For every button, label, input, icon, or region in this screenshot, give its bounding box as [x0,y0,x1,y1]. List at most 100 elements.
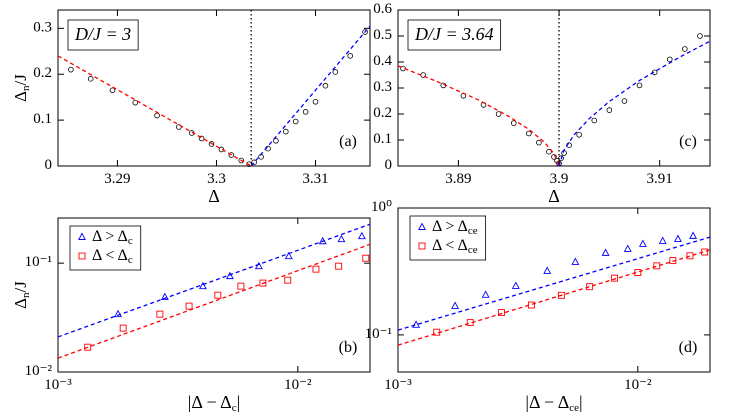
data-point [156,310,164,318]
y-tick-label: 10⁻¹ [365,326,392,342]
data-point [571,257,580,265]
fit-line [397,249,711,346]
legend-box [409,215,487,261]
data-point [689,231,698,239]
annotation-box [67,19,139,51]
fit-line [250,25,371,167]
data-point [119,324,127,332]
fit-line [397,236,711,331]
data-point [621,98,628,104]
fit-line [558,40,711,167]
x-tick-label: 10⁻² [624,377,652,393]
data-point [412,320,421,328]
plot-frame [57,9,371,167]
data-point [673,234,682,242]
x-tick-label: 10⁻³ [44,377,72,393]
legend-label: Δ < Δc [92,247,133,266]
x-tick-label: 3.91 [647,171,673,187]
y-tick-label: 0.1 [33,112,52,128]
data-point [132,99,139,106]
y-tick-label: 0.2 [373,105,392,121]
data-point [638,239,647,247]
fit-line [57,55,252,167]
data-point [84,343,92,351]
y-tick-label: 10⁰ [371,199,392,215]
data-point [636,82,643,89]
data-point [254,261,263,270]
x-axis-label: Δ [548,186,560,206]
data-point [251,159,257,166]
data-point [284,276,292,284]
data-point [362,254,370,262]
data-point [228,152,235,158]
data-point [658,236,667,244]
panel-label: (a) [339,133,357,150]
y-axis-label: Δn/J [11,281,32,309]
data-point [237,282,245,290]
fit-line [57,243,371,359]
data-point [666,56,673,63]
data-point [109,87,116,94]
data-point [292,118,299,125]
data-point [623,244,632,252]
legend-label: Δ > Δc [92,228,133,247]
legend-marker [418,242,426,250]
data-point [451,301,460,309]
data-point [302,109,309,115]
data-point [185,302,193,310]
data-point [601,248,610,256]
x-tick-label: 3.31 [302,171,328,187]
data-point [558,155,564,162]
data-point [283,128,289,135]
data-point [114,309,123,318]
fit-line [57,223,371,338]
y-axis-label: Δn/J [11,74,32,102]
data-point [347,53,353,59]
data-point [218,146,225,153]
data-point [176,124,182,130]
plot-frame [397,207,711,373]
legend-label: Δ > Δce [432,218,478,237]
y-tick-label: 0.2 [33,66,52,82]
data-point [214,291,222,299]
data-point [273,137,279,144]
legend-marker [418,222,426,230]
fit-line [397,65,560,167]
data-point [697,33,703,39]
data-point [225,271,234,280]
y-tick-label: 0.3 [373,79,392,95]
data-point [495,111,502,117]
data-point [686,252,694,260]
data-point [312,98,319,105]
data-point [527,301,535,309]
x-tick-label: 3.89 [445,171,471,187]
data-point [526,130,532,137]
y-tick-label: 10⁻² [25,363,53,379]
data-point [284,251,293,260]
y-tick-label: 0.1 [373,131,392,147]
data-point [606,107,613,113]
data-point [154,112,160,119]
data-point [543,266,552,274]
data-point [198,281,207,290]
data-point [198,135,205,142]
x-axis-label: |Δ − Δce| [525,392,582,413]
panel-label: (d) [679,339,698,356]
data-point [335,262,343,270]
annotation-box [407,19,502,51]
data-point [611,274,619,282]
data-point [337,234,346,243]
panel-label: (b) [339,339,358,356]
x-tick-label: 3.3 [207,171,226,187]
x-axis-label: |Δ − Δc| [188,392,240,413]
legend-label: Δ < Δce [432,237,478,256]
y-tick-label: 10⁻¹ [25,255,52,271]
data-point [208,141,215,147]
data-point [68,66,74,73]
legend-marker [78,232,86,240]
x-tick-label: 3.29 [104,171,130,187]
data-point [576,132,582,138]
y-tick-label: 0.4 [373,53,392,69]
y-tick-label: 0.6 [373,1,392,17]
x-axis-label: Δ [208,186,220,206]
